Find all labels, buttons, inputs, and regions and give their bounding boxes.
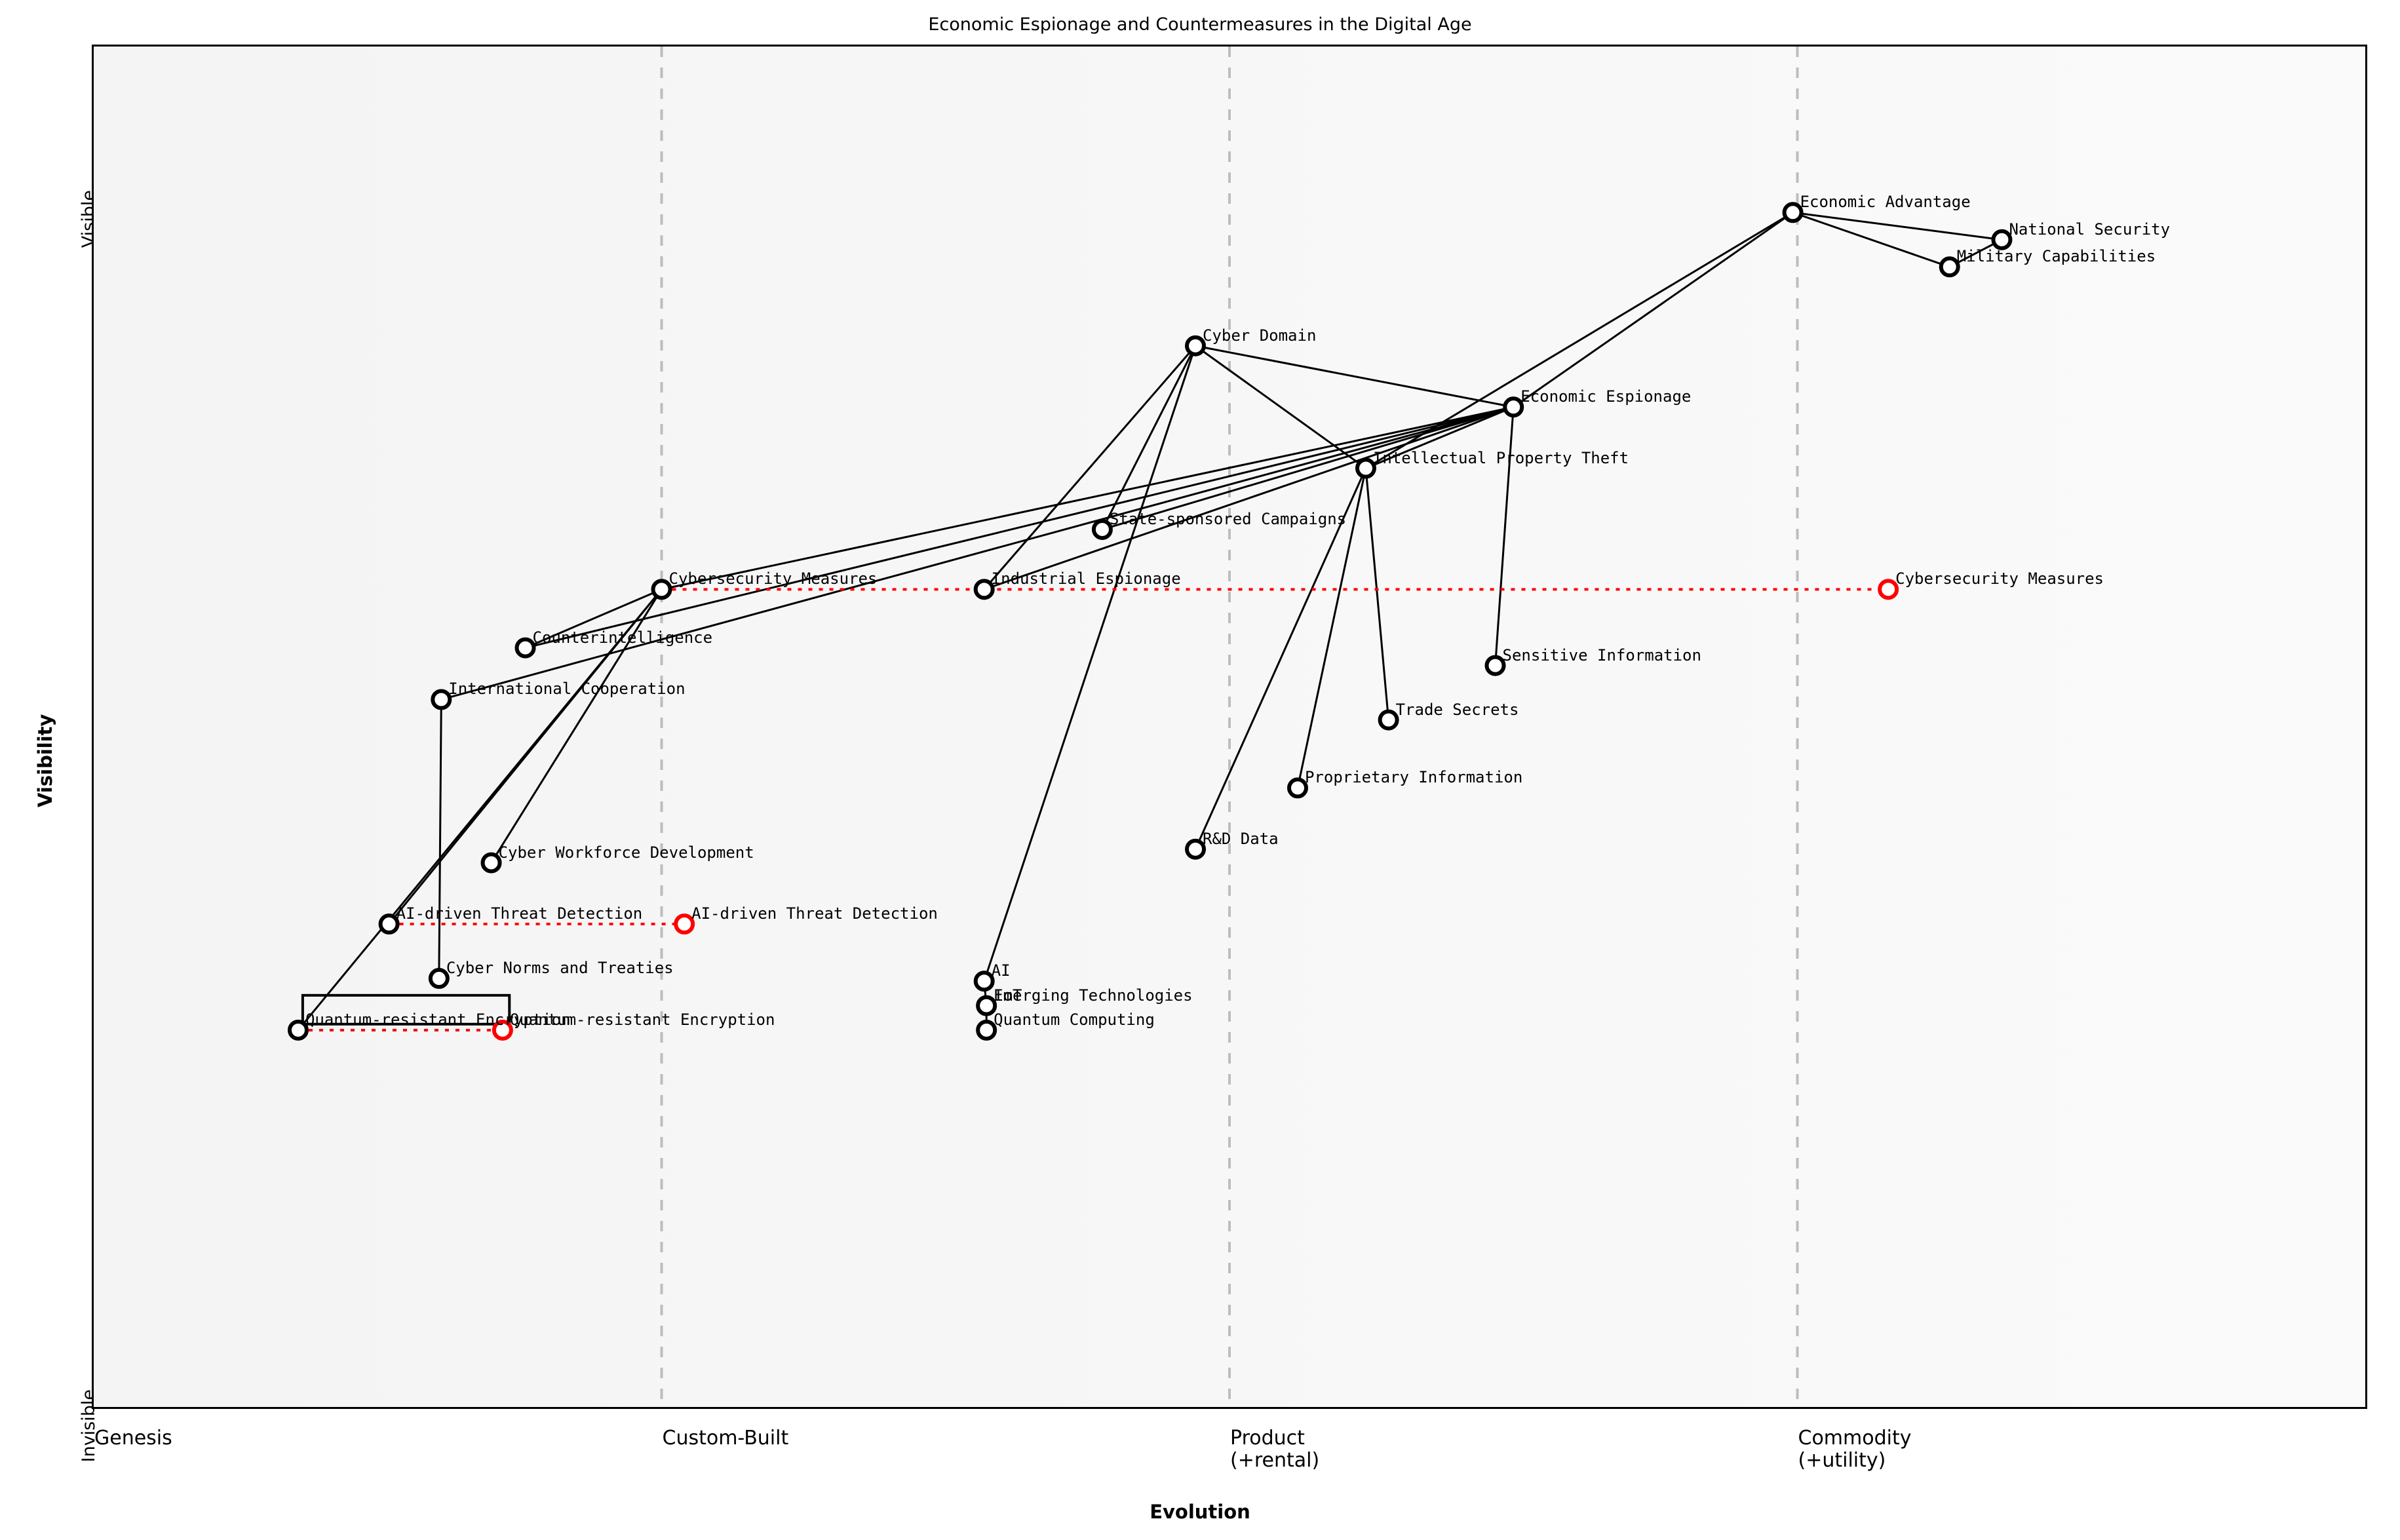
quantum_encryption_pipeline[interactable] — [301, 993, 511, 1026]
nodes-group — [287, 202, 2013, 1041]
link-economic_espionage-to-cybersecurity_measures — [661, 406, 1514, 590]
node-label-intellectual_property: Intellectual Property Theft — [1372, 448, 1629, 467]
node-label-international_coop: International Cooperation — [448, 680, 686, 699]
node-state_sponsored[interactable] — [1091, 518, 1113, 540]
node-ai_threat_detection[interactable] — [378, 914, 400, 935]
node-quantum_computing[interactable] — [976, 1019, 997, 1041]
link-intellectual_property-to-cyber_domain — [1195, 345, 1366, 469]
link-cyber_domain-to-state_sponsored — [1101, 345, 1197, 530]
x-axis-tick-product: Product (+rental) — [1230, 1427, 1319, 1471]
link-intellectual_property-to-trade_secrets — [1365, 468, 1390, 720]
node-military_capabilities[interactable] — [1939, 256, 1960, 278]
node-label-emerging_technologies: Emerging Technologies — [994, 986, 1193, 1005]
plot-area: Cybersecurity Measures AI-driven Threat D… — [92, 45, 2367, 1409]
node-counterintelligence[interactable] — [514, 637, 536, 659]
evolve-label-quantum_encryption_evolve: Quantum-resistant Encryption — [509, 1010, 775, 1029]
link-cybersecurity_measures-to-cyber_workforce — [490, 588, 663, 864]
gridlines-group — [660, 47, 1799, 1407]
node-label-cyber_domain: Cyber Domain — [1203, 326, 1317, 345]
link-international_coop-to-cyber_norms — [438, 699, 442, 979]
link-economic_advantage-to-military_capabilities — [1792, 211, 1950, 268]
x-axis-tick-genesis: Genesis — [94, 1427, 172, 1450]
node-cybersecurity_measures[interactable] — [651, 579, 672, 600]
link-cybersecurity_measures-to-quantum_encryption — [297, 588, 663, 1031]
link-economic_espionage-to-intellectual_property — [1365, 406, 1514, 469]
link-intellectual_property-to-rd_data — [1194, 467, 1367, 850]
link-economic_espionage-to-industrial_espionage — [984, 406, 1514, 590]
node-national_security[interactable] — [1991, 229, 2013, 250]
node-label-proprietary_information: Proprietary Information — [1304, 768, 1523, 787]
link-economic_espionage-to-cyber_domain — [1195, 345, 1514, 408]
link-intellectual_property-to-economic_advantage — [1365, 211, 1794, 469]
node-label-state_sponsored: State-sponsored Campaigns — [1109, 509, 1347, 528]
node-label-iot: IoT — [994, 986, 1022, 1005]
node-label-counterintelligence: Counterintelligence — [532, 628, 713, 647]
x-tick-line1: Genesis — [94, 1427, 172, 1450]
evolve-label-ai_threat_detection_evolve: AI-driven Threat Detection — [691, 904, 938, 923]
node-label-cybersecurity_measures: Cybersecurity Measures — [668, 569, 878, 588]
x-tick-line1: Commodity — [1798, 1427, 1912, 1450]
link-cyber_domain-to-ai — [983, 345, 1197, 982]
pipelines-group — [301, 993, 511, 1026]
node-label-ai: AI — [991, 961, 1011, 980]
node-label-military_capabilities: Military Capabilities — [1956, 247, 2156, 266]
node-label-national_security: National Security — [2009, 220, 2171, 239]
node-industrial_espionage[interactable] — [973, 579, 995, 600]
link-economic_espionage-to-state_sponsored — [1102, 406, 1514, 531]
node-economic_advantage[interactable] — [1782, 202, 1804, 223]
node-intellectual_property[interactable] — [1355, 457, 1376, 479]
evolve-marker-cybersecurity_measures_evolve[interactable] — [1878, 579, 1899, 600]
node-economic_espionage[interactable] — [1503, 396, 1524, 418]
link-economic_espionage-to-international_coop — [440, 406, 1514, 701]
link-economic_espionage-to-counterintelligence — [525, 406, 1514, 649]
node-proprietary_information[interactable] — [1287, 777, 1308, 799]
node-label-quantum_encryption: Quantum-resistant Encryption — [305, 1010, 571, 1029]
node-label-economic_advantage: Economic Advantage — [1800, 193, 1971, 212]
node-rd_data[interactable] — [1185, 838, 1207, 860]
node-cyber_workforce[interactable] — [480, 852, 502, 874]
link-economic_advantage-to-national_security — [1792, 211, 2002, 241]
node-label-ai_threat_detection: AI-driven Threat Detection — [396, 904, 643, 923]
link-intellectual_property-to-proprietary_information — [1296, 468, 1367, 788]
node-label-economic_espionage: Economic Espionage — [1520, 387, 1692, 406]
x-axis-tick-custom-built: Custom-Built — [663, 1427, 789, 1450]
map-canvas — [287, 47, 2013, 1407]
page-title: Economic Espionage and Countermeasures i… — [928, 14, 1472, 35]
node-label-cyber_norms: Cyber Norms and Treaties — [446, 959, 674, 978]
x-tick-line2: (+utility) — [1798, 1448, 1886, 1472]
node-cyber_norms[interactable] — [428, 968, 450, 990]
node-iot[interactable] — [976, 995, 997, 1016]
evolve-marker-quantum_encryption_evolve[interactable] — [492, 1019, 513, 1041]
x-axis-title: Evolution — [1150, 1501, 1250, 1523]
node-ai[interactable] — [973, 971, 995, 992]
y-axis-title: Visibility — [34, 714, 56, 807]
x-tick-line1: Product — [1230, 1427, 1305, 1450]
x-tick-line2: (+rental) — [1230, 1448, 1320, 1472]
evolve-lines-group — [298, 588, 1889, 1031]
link-economic_espionage-to-sensitive_information — [1494, 407, 1515, 666]
node-cyber_domain[interactable] — [1185, 335, 1207, 356]
node-trade_secrets[interactable] — [1378, 709, 1399, 731]
link-cybersecurity_measures-to-counterintelligence — [524, 588, 663, 649]
node-label-cyber_workforce: Cyber Workforce Development — [498, 843, 754, 862]
node-label-trade_secrets: Trade Secrets — [1395, 700, 1519, 719]
evolve-label-cybersecurity_measures_evolve: Cybersecurity Measures — [1895, 569, 2104, 588]
node-sensitive_information[interactable] — [1484, 655, 1506, 676]
links-group — [297, 211, 2003, 1031]
link-cyber_domain-to-industrial_espionage — [983, 345, 1197, 590]
node-label-sensitive_information: Sensitive Information — [1502, 645, 1701, 664]
node-international_coop[interactable] — [431, 689, 452, 710]
node-label-industrial_espionage: Industrial Espionage — [991, 569, 1181, 588]
x-axis-tick-commodity: Commodity (+utility) — [1798, 1427, 1912, 1471]
evolve-marker-ai_threat_detection_evolve[interactable] — [674, 914, 695, 935]
x-tick-line1: Custom-Built — [662, 1427, 789, 1450]
link-economic_espionage-to-economic_advantage — [1513, 212, 1794, 408]
node-quantum_encryption[interactable] — [287, 1019, 309, 1041]
node-label-rd_data: R&D Data — [1203, 829, 1279, 848]
node-label-quantum_computing: Quantum Computing — [994, 1010, 1155, 1029]
